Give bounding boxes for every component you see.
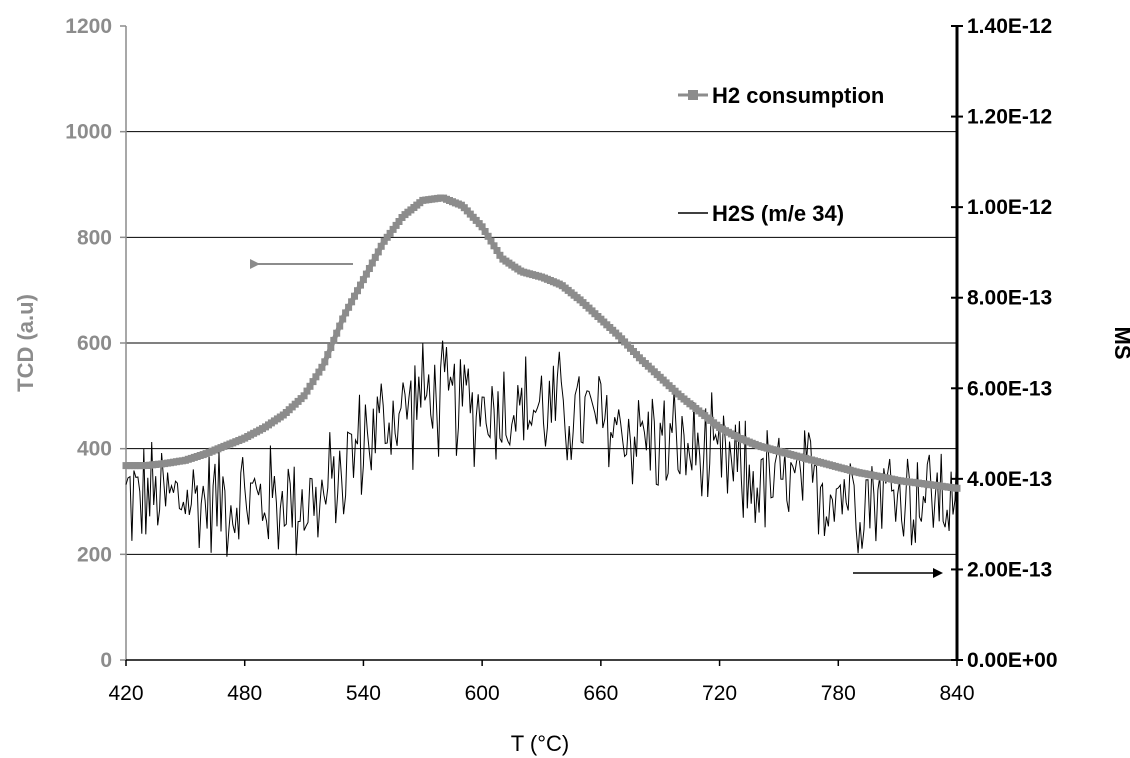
series-h2s — [125, 340, 958, 557]
y-right-tick-3: 6.00E-13 — [967, 377, 1052, 400]
legend-h2-marker — [688, 90, 698, 100]
legend-h2s-label: H2S (m/e 34) — [712, 201, 844, 226]
series-h2-marker — [330, 336, 338, 344]
y-left-tick-400: 400 — [77, 438, 112, 461]
series-h2-marker — [312, 373, 320, 381]
y-left-tick-200: 200 — [77, 543, 112, 566]
series-h2-marker — [300, 392, 308, 400]
series-h2-marker — [953, 484, 961, 492]
series-h2s-line — [125, 340, 958, 557]
series-h2-marker — [490, 242, 498, 250]
y-left-tick-1000: 1000 — [65, 121, 112, 144]
series-h2-marker — [371, 253, 379, 261]
series-h2-marker — [484, 232, 492, 240]
x-tick-600: 600 — [465, 682, 500, 705]
y-right-tick-6: 1.20E-12 — [967, 106, 1052, 129]
x-tick-420: 420 — [108, 682, 143, 705]
y-right-tick-4: 8.00E-13 — [967, 287, 1052, 310]
x-tick-720: 720 — [702, 682, 737, 705]
series-h2-marker — [327, 344, 335, 351]
y-right-tick-5: 1.00E-12 — [967, 196, 1052, 219]
annotations — [250, 259, 943, 578]
y-right-tick-7: 1.40E-12 — [967, 15, 1052, 38]
x-axis-title: T (°C) — [511, 731, 570, 756]
x-tick-840: 840 — [939, 682, 974, 705]
series-h2-marker — [374, 248, 382, 256]
series-h2-marker — [365, 265, 373, 272]
series-h2-marker — [386, 229, 394, 237]
y-right-tick-2: 4.00E-13 — [967, 468, 1052, 491]
x-tick-480: 480 — [227, 682, 262, 705]
y-axis-title-right: MS — [1110, 327, 1130, 360]
series-h2-marker — [333, 329, 341, 337]
series-h2-marker — [395, 218, 403, 225]
series-h2-marker — [303, 387, 311, 395]
series-h2-marker — [309, 378, 317, 386]
series-h2-marker — [324, 351, 332, 359]
x-tick-780: 780 — [821, 682, 856, 705]
tick-labels: 0 200 400 600 800 1000 1200 0.00E+00 2.00E-13 4.0… — [65, 15, 1057, 705]
y-left-tick-600: 600 — [77, 332, 112, 355]
series-h2-marker — [380, 237, 388, 245]
x-tick-660: 660 — [583, 682, 618, 705]
series-h2-marker — [345, 303, 353, 311]
series-h2-marker — [481, 228, 489, 235]
series-h2-marker — [496, 251, 504, 259]
series-h2-marker — [359, 276, 367, 284]
series-h2-marker — [342, 309, 350, 317]
series-h2-marker — [318, 363, 326, 371]
series-h2-marker — [351, 292, 358, 300]
grid-lines — [126, 131, 957, 555]
series-h2-marker — [357, 281, 364, 289]
series-h2-marker — [306, 382, 314, 390]
y-left-tick-800: 800 — [77, 226, 112, 249]
series-h2-marker — [493, 247, 501, 254]
legend: H2 consumption H2S (m/e 34) — [678, 83, 884, 226]
y-right-tick-1: 2.00E-13 — [967, 558, 1052, 581]
series-h2-marker — [321, 358, 329, 366]
series-h2-marker — [354, 287, 361, 295]
legend-h2-label: H2 consumption — [712, 83, 884, 108]
y-left-tick-1200: 1200 — [65, 15, 112, 38]
series-h2-marker — [389, 225, 397, 233]
series-h2-marker — [383, 233, 391, 241]
y-left-tick-0: 0 — [100, 649, 112, 672]
series-h2-consumption — [122, 194, 961, 492]
x-tick-540: 540 — [346, 682, 381, 705]
series-h2-marker — [339, 315, 347, 323]
series-h2-marker — [348, 298, 356, 306]
series-h2-marker — [478, 223, 486, 231]
series-h2-marker — [368, 259, 376, 267]
series-h2-marker — [315, 368, 323, 376]
series-h2-marker — [362, 270, 370, 278]
series-h2-marker — [392, 221, 400, 229]
series-h2-marker — [377, 242, 385, 250]
y-right-tick-0: 0.00E+00 — [967, 649, 1058, 672]
y-axis-title-left: TCD (a.u) — [13, 294, 38, 392]
series-h2-marker — [336, 322, 344, 330]
series-h2-marker — [487, 237, 495, 245]
